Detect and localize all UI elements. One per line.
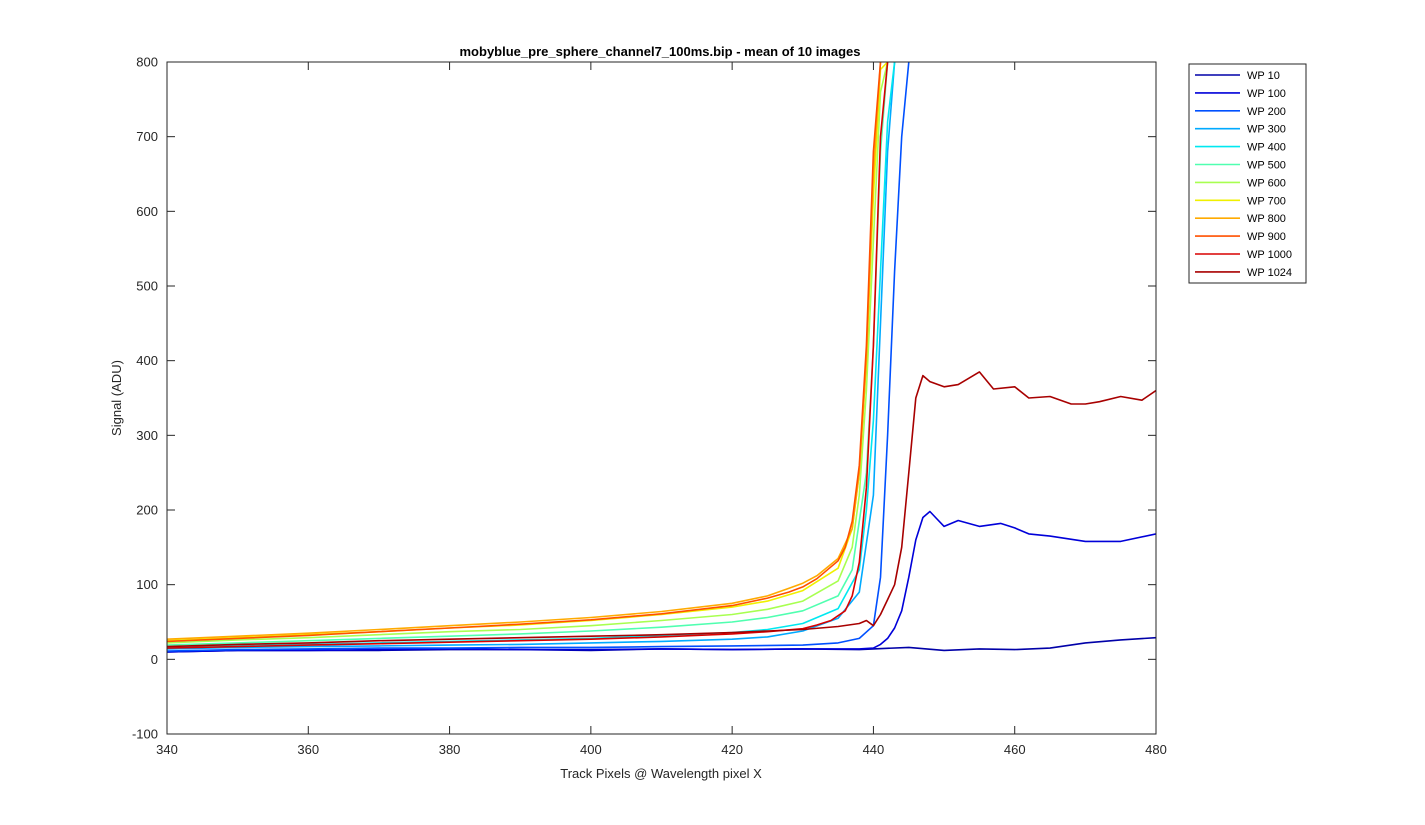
axes-layer: 340 360 380 400 420 440 460 480 -100 0 100 200 300 40… xyxy=(132,55,1167,758)
legend-label: WP 800 xyxy=(1247,213,1286,225)
series-line-wp-1024 xyxy=(167,371,1156,648)
legend-label: WP 300 xyxy=(1247,124,1286,136)
x-tick-label: 420 xyxy=(721,742,743,757)
legend-label: WP 1000 xyxy=(1247,249,1292,261)
x-tick-label: 380 xyxy=(439,742,461,757)
y-tick-label: 400 xyxy=(136,353,158,368)
y-tick-label: 100 xyxy=(136,577,158,592)
y-tick-label: 700 xyxy=(136,129,158,144)
y-tick-label: 0 xyxy=(151,652,158,667)
series-line-wp-300 xyxy=(167,62,896,650)
x-tick-label: 460 xyxy=(1004,742,1026,757)
legend-label: WP 1024 xyxy=(1247,267,1292,279)
legend-label: WP 500 xyxy=(1247,160,1286,172)
x-axis-label: Track Pixels @ Wavelength pixel X xyxy=(560,766,762,781)
series-line-wp-200 xyxy=(167,62,910,652)
series-line-wp-100 xyxy=(167,510,1156,653)
legend-label: WP 600 xyxy=(1247,177,1286,189)
legend-label: WP 200 xyxy=(1247,106,1286,118)
plot-frame xyxy=(166,61,1157,735)
x-tick-label: 440 xyxy=(863,742,885,757)
y-axis-label: Signal (ADU) xyxy=(109,360,124,436)
y-tick-label: 300 xyxy=(136,428,158,443)
legend-label: WP 700 xyxy=(1247,195,1286,207)
y-tick-label: 200 xyxy=(136,503,158,518)
legend-label: WP 100 xyxy=(1247,88,1286,100)
legend-box xyxy=(1188,63,1307,284)
legend: WP 10 WP 100 WP 200 WP 300 WP 400 WP 500 WP 60… xyxy=(1188,63,1307,284)
series-line-wp-900 xyxy=(167,62,882,643)
x-tick-label: 480 xyxy=(1145,742,1167,757)
x-tick-label: 400 xyxy=(580,742,602,757)
x-tick-label: 340 xyxy=(156,742,178,757)
legend-label: WP 10 xyxy=(1247,70,1280,82)
x-tick-label: 360 xyxy=(297,742,319,757)
series-line-wp-600 xyxy=(167,62,889,644)
y-tick-label: 600 xyxy=(136,204,158,219)
series-layer xyxy=(167,62,1156,653)
legend-label: WP 900 xyxy=(1247,231,1286,243)
y-tick-label: 800 xyxy=(136,55,158,70)
chart-title: mobyblue_pre_sphere_channel7_100ms.bip -… xyxy=(460,44,861,59)
legend-label: WP 400 xyxy=(1247,142,1286,154)
plot-area xyxy=(167,62,1156,734)
y-tick-label: 500 xyxy=(136,279,158,294)
series-line-wp-800 xyxy=(167,62,882,640)
y-tick-label: -100 xyxy=(132,727,158,742)
